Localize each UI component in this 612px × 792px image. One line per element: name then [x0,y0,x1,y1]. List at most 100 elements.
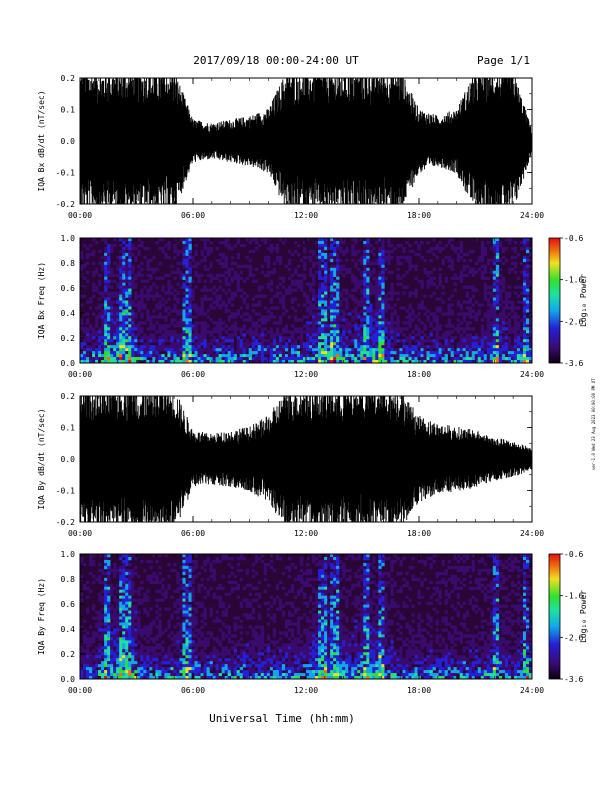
spectrogram-bx-cell [299,351,304,355]
spectrogram-by-cell [324,598,328,602]
spectrogram-by-cell [188,598,192,602]
spectrogram-by-cell [372,574,376,579]
spectrogram-by-cell [155,577,159,582]
spectrogram-bx-cell [278,336,283,340]
spectrogram-bx-cell [468,360,473,364]
spectrogram-bx-cell [510,261,515,266]
spectrogram-bx-cell [381,249,385,254]
spectrogram-bx-cell [290,351,295,355]
spectrogram-bx-cell [101,342,105,346]
spectrogram-bx-cell [459,306,463,310]
spectrogram-bx-cell [309,249,313,254]
spectrogram-by-cell [495,565,500,570]
spectrogram-bx-cell [263,333,268,337]
spectrogram-bx-cell [330,348,334,352]
spectrogram-bx-cell [254,330,259,334]
spectrogram-bx-cell [363,360,367,364]
spectrogram-bx-cell [492,249,497,254]
spectrogram-bx-cell [369,333,373,337]
spectrogram-by-cell [471,586,476,591]
spectrogram-bx-cell [378,261,382,266]
spectrogram-bx-cell [327,336,331,340]
spectrogram-bx-cell [122,273,126,277]
spectrogram-by-cell [384,556,388,561]
spectrogram-bx-cell [107,279,111,283]
spectrogram-by-cell [366,583,370,588]
spectrogram-bx-cell [408,333,412,337]
spectrogram-by-cell [330,554,334,558]
spectrogram-bx-cell [351,252,355,257]
spectrogram-bx-cell [257,318,262,322]
spectrogram-bx-cell [309,336,313,340]
spectrogram-bx-cell [345,249,349,254]
spectrogram-bx-cell [278,339,283,343]
spectrogram-bx-cell [504,327,509,331]
spectrogram-bx-cell [327,360,331,364]
spectrogram-bx-cell [113,318,117,322]
spectrogram-bx-cell [378,249,382,254]
spectrogram-bx-cell [423,357,427,361]
spectrogram-bx-cell [128,261,132,266]
spectrogram-bx-cell [152,357,156,361]
spectrogram-bx-cell [224,324,228,328]
spectrogram-by-cell [119,592,123,596]
spectrogram-by-cell [122,586,126,591]
spectrogram-bx-cell [137,357,141,361]
spectrogram-bx-cell [495,273,500,277]
spectrogram-bx-cell [191,327,195,331]
spectrogram-bx-cell [194,321,198,325]
spectrogram-by-cell [480,568,485,573]
spectrogram-bx-cell [215,327,219,331]
spectrogram-bx-cell [525,351,530,355]
spectrogram-bx-cell [137,306,141,310]
spectrogram-by-cell [324,554,328,558]
spectrogram-bx-cell [287,354,292,358]
spectrogram-bx-cell [242,357,247,361]
spectrogram-bx-cell [119,258,123,263]
spectrogram-bx-cell [525,270,530,275]
spectrogram-bx-cell [360,354,364,358]
spectrogram-bx-cell [185,321,189,325]
spectrogram-bx-cell [396,348,400,352]
spectrogram-by-cell [480,583,485,588]
spectrogram-bx-cell [333,345,337,349]
spectrogram-bx-cell [101,360,105,364]
spectrogram-bx-cell [188,324,192,328]
spectrogram-by-cell [309,583,313,588]
spectrogram-by-cell [158,554,162,558]
spectrogram-bx-cell [405,339,409,343]
spectrogram-bx-cell [245,318,250,322]
spectrogram-by-cell [278,598,283,602]
spectrogram-by-cell [465,568,470,573]
spectrogram-bx-cell [483,252,488,257]
spectrogram-bx-cell [104,264,108,269]
spectrogram-bx-cell [351,351,355,355]
spectrogram-bx-cell [131,330,135,334]
spectrogram-bx-cell [447,342,451,346]
spectrogram-bx-cell [384,342,388,346]
spectrogram-bx-cell [486,276,491,280]
spectrogram-bx-cell [179,276,183,280]
spectrogram-bx-cell [281,303,286,307]
spectrogram-bx-cell [339,300,343,304]
spectrogram-by-cell [245,601,250,605]
spectrogram-by-cell [131,592,135,596]
spectrogram-by-cell [101,580,105,585]
spectrogram-bx-cell [83,312,87,316]
spectrogram-by-cells [80,554,533,680]
spectrogram-bx-cell [188,255,192,260]
spectrogram-bx-cell [167,273,171,277]
spectrogram-by-cell [263,577,268,582]
spectrogram-bx-cell [492,258,497,263]
spectrogram-bx-cell [221,255,225,260]
spectrogram-bx-cell [525,264,530,269]
spectrogram-by-cell [498,571,503,576]
spectrogram-bx-cell [107,303,111,307]
spectrogram-bx-cell [336,354,340,358]
spectrogram-bx-cell [140,351,144,355]
spectrogram-bx-cell [396,330,400,334]
spectrogram-by-cell [128,595,132,599]
spectrogram-bx-cell [296,264,301,269]
spectrogram-by-cell [89,554,93,558]
spectrogram-bx-cell [321,342,325,346]
